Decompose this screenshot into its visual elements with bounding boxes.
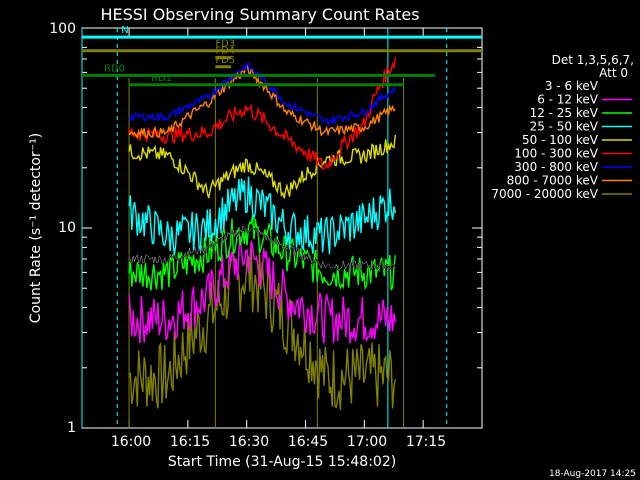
- y-tick-label-100: 100: [49, 21, 76, 37]
- timestamp: 18-Aug-2017 14:25: [549, 469, 636, 479]
- x-axis-label: Start Time (31-Aug-15 15:48:02): [168, 454, 396, 470]
- flag-label-fd4: FD4: [215, 46, 235, 57]
- legend-label-7: 300 - 800 keV: [514, 160, 598, 174]
- series-line-1-edge: [128, 225, 396, 271]
- x-tick-label-1615: 16:15: [170, 434, 210, 450]
- flag-label-fd5: FD5: [215, 55, 235, 66]
- legend-label-3: 12 - 25 keV: [530, 106, 599, 120]
- x-tick-label-1645: 16:45: [288, 434, 328, 450]
- legend-label-6: 100 - 300 keV: [514, 147, 598, 161]
- flag-label-n: N: [121, 25, 128, 36]
- legend-label-5: 50 - 100 keV: [522, 133, 599, 147]
- flag-label-rd1: RD1: [151, 73, 172, 84]
- legend-label-2: 6 - 12 keV: [537, 93, 599, 107]
- x-tick-label-1715: 17:15: [406, 434, 446, 450]
- y-tick-label-1: 1: [67, 420, 76, 436]
- series-line-2: [128, 235, 396, 344]
- series-line-6: [128, 57, 396, 171]
- flag-label-rd0: RD0: [104, 63, 125, 74]
- x-tick-label-1700: 17:00: [347, 434, 387, 450]
- series-line-4: [128, 176, 396, 255]
- series-line-5: [128, 134, 396, 199]
- y-tick-label-10: 10: [58, 220, 76, 236]
- legend-header-detectors: Det 1,3,5,6,7,: [552, 53, 634, 67]
- legend-label-4: 25 - 50 keV: [530, 120, 599, 134]
- legend-label-8: 800 - 7000 keV: [507, 174, 599, 188]
- legend-label-1: 3 - 6 keV: [545, 79, 599, 93]
- x-tick-label-1630: 16:30: [229, 434, 269, 450]
- series-line-8: [128, 63, 396, 140]
- legend-label-9: 7000 - 20000 keV: [491, 187, 598, 201]
- chart-title: HESSI Observing Summary Count Rates: [100, 5, 419, 24]
- flag-label-fd3: FD3: [215, 39, 235, 50]
- y-axis-label: Count Rate (s⁻¹ detector⁻¹): [28, 133, 44, 323]
- x-tick-label-1600: 16:00: [111, 434, 151, 450]
- legend-header-attenuator: Att 0: [599, 66, 628, 80]
